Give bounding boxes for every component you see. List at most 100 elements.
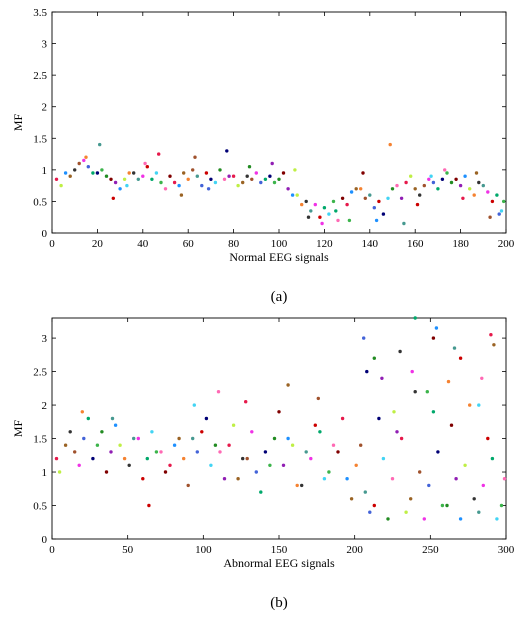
data-point [218, 168, 222, 172]
data-point [263, 450, 268, 454]
data-point [497, 212, 501, 216]
data-point [68, 430, 72, 434]
data-point [340, 196, 345, 200]
data-point [168, 463, 172, 467]
data-point [499, 503, 504, 508]
data-point [468, 403, 472, 407]
data-point [109, 450, 113, 454]
data-point [195, 450, 199, 454]
data-point [231, 423, 236, 427]
panel-caption: (b) [270, 595, 288, 611]
data-point [63, 171, 68, 175]
data-point [390, 477, 395, 481]
y-tick-label: 1 [42, 165, 48, 177]
data-point [472, 193, 476, 197]
data-point [186, 483, 190, 488]
data-point [422, 183, 426, 188]
data-point [488, 215, 492, 219]
data-point [179, 193, 184, 197]
data-point [272, 436, 277, 441]
data-point [313, 202, 317, 207]
data-point [418, 193, 422, 197]
data-point [489, 333, 493, 337]
y-tick-label: 0.5 [33, 501, 47, 513]
data-point [452, 346, 457, 350]
data-point [290, 443, 295, 447]
data-point [490, 199, 495, 204]
data-point [492, 343, 496, 347]
data-point [277, 410, 281, 414]
data-point [186, 177, 190, 181]
data-point [449, 180, 454, 185]
x-tick-label: 100 [271, 238, 288, 250]
y-tick-label: 0.5 [33, 196, 47, 208]
y-tick-label: 3 [42, 333, 48, 345]
data-point [163, 187, 168, 191]
data-point [322, 206, 327, 210]
data-point [216, 390, 221, 394]
y-tick-label: 2 [42, 102, 48, 114]
data-point [218, 450, 222, 454]
data-point [359, 187, 363, 191]
x-tick-label: 100 [195, 544, 212, 556]
data-point [73, 168, 77, 172]
data-point [472, 497, 476, 501]
data-point [154, 171, 159, 175]
y-axis-label: MF [11, 114, 25, 132]
data-point [145, 165, 149, 169]
data-point [136, 436, 140, 441]
data-point [122, 177, 127, 181]
data-point [362, 336, 366, 340]
x-tick-label: 160 [407, 238, 424, 250]
data-point [463, 174, 467, 178]
data-point [477, 403, 481, 407]
data-point [495, 193, 499, 197]
data-point [461, 196, 465, 200]
data-point [449, 423, 454, 427]
data-point [286, 436, 290, 441]
data-point [392, 410, 396, 414]
data-point [399, 436, 404, 441]
data-point [410, 369, 414, 374]
data-point [327, 212, 331, 216]
data-point [454, 477, 458, 481]
data-point [320, 221, 324, 226]
data-point [458, 356, 463, 360]
x-tick-label: 140 [362, 238, 379, 250]
data-point [82, 158, 86, 163]
data-point [429, 174, 433, 178]
panel-b: 0 50 100 150 200 250 300 0 0.5 1 1.5 2 2.5 3 Abnormal … [11, 316, 515, 611]
x-tick-label: 50 [122, 544, 134, 556]
data-point [440, 177, 445, 181]
y-tick-label: 1.5 [33, 434, 47, 446]
x-tick-label: 180 [452, 238, 469, 250]
data-point [481, 483, 485, 488]
data-point [54, 456, 59, 461]
x-axis-label: Abnormal EEG signals [223, 556, 335, 570]
data-point [404, 180, 408, 185]
data-point [418, 470, 422, 474]
data-point [361, 171, 365, 175]
y-tick-label: 1.5 [33, 133, 47, 145]
data-point [73, 450, 77, 454]
data-point [300, 483, 304, 488]
data-point [59, 183, 63, 188]
data-point [195, 174, 199, 178]
x-tick-label: 200 [346, 544, 363, 556]
data-point [431, 336, 436, 340]
data-point [313, 423, 317, 427]
data-point [436, 187, 440, 191]
data-point [322, 477, 327, 481]
data-point [277, 177, 281, 181]
data-point [481, 183, 485, 188]
x-tick-label: 120 [316, 238, 333, 250]
data-point [349, 497, 354, 501]
data-point [365, 369, 369, 374]
data-point [141, 477, 145, 481]
data-point [113, 423, 118, 427]
data-point [293, 168, 297, 172]
y-tick-label: 2 [42, 400, 48, 412]
data-point [415, 202, 420, 207]
data-point [363, 490, 367, 494]
data-point [345, 202, 349, 207]
